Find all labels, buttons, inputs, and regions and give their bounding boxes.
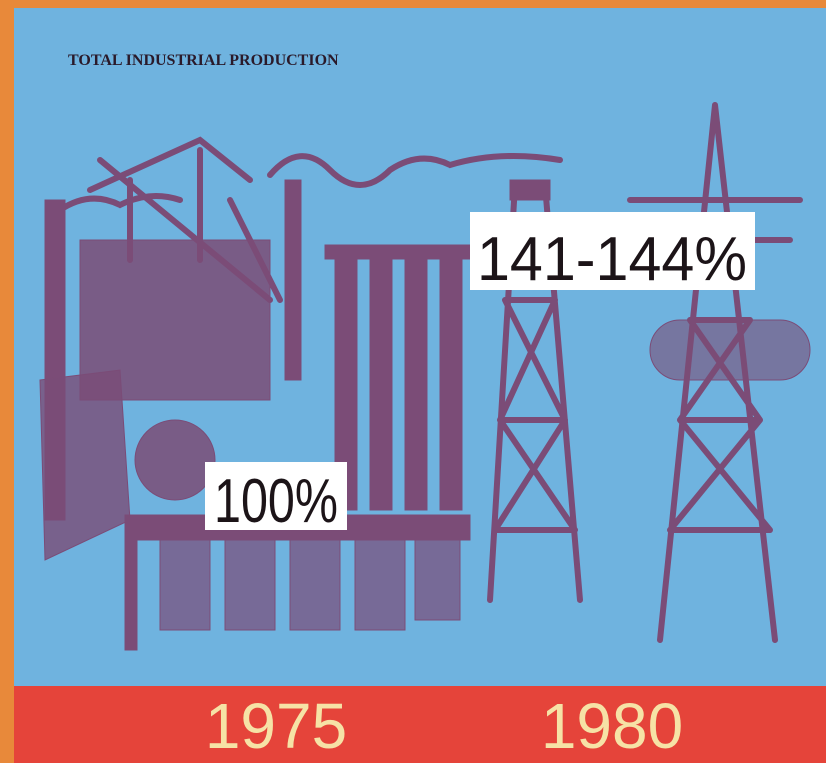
- value-label: 100%: [214, 467, 338, 536]
- year-label: 1975: [205, 690, 347, 762]
- window: [225, 540, 275, 630]
- wall: [125, 540, 137, 650]
- window: [415, 540, 460, 620]
- title: TOTAL INDUSTRIAL PRODUCTION: [68, 52, 339, 69]
- value-label: 141-144%: [477, 225, 747, 294]
- silo-top: [325, 245, 470, 259]
- derrick-top: [510, 180, 550, 200]
- chimney: [285, 180, 301, 380]
- year-label: 1980: [541, 690, 683, 762]
- silo: [440, 260, 462, 510]
- year-band: [14, 686, 826, 763]
- poster: TOTAL INDUSTRIAL PRODUCTION 100% 141-144…: [0, 0, 826, 763]
- silo: [405, 260, 427, 510]
- tank: [135, 420, 215, 500]
- window: [290, 540, 340, 630]
- tank: [650, 320, 810, 380]
- window: [160, 540, 210, 630]
- window: [355, 540, 405, 630]
- silo: [370, 260, 392, 510]
